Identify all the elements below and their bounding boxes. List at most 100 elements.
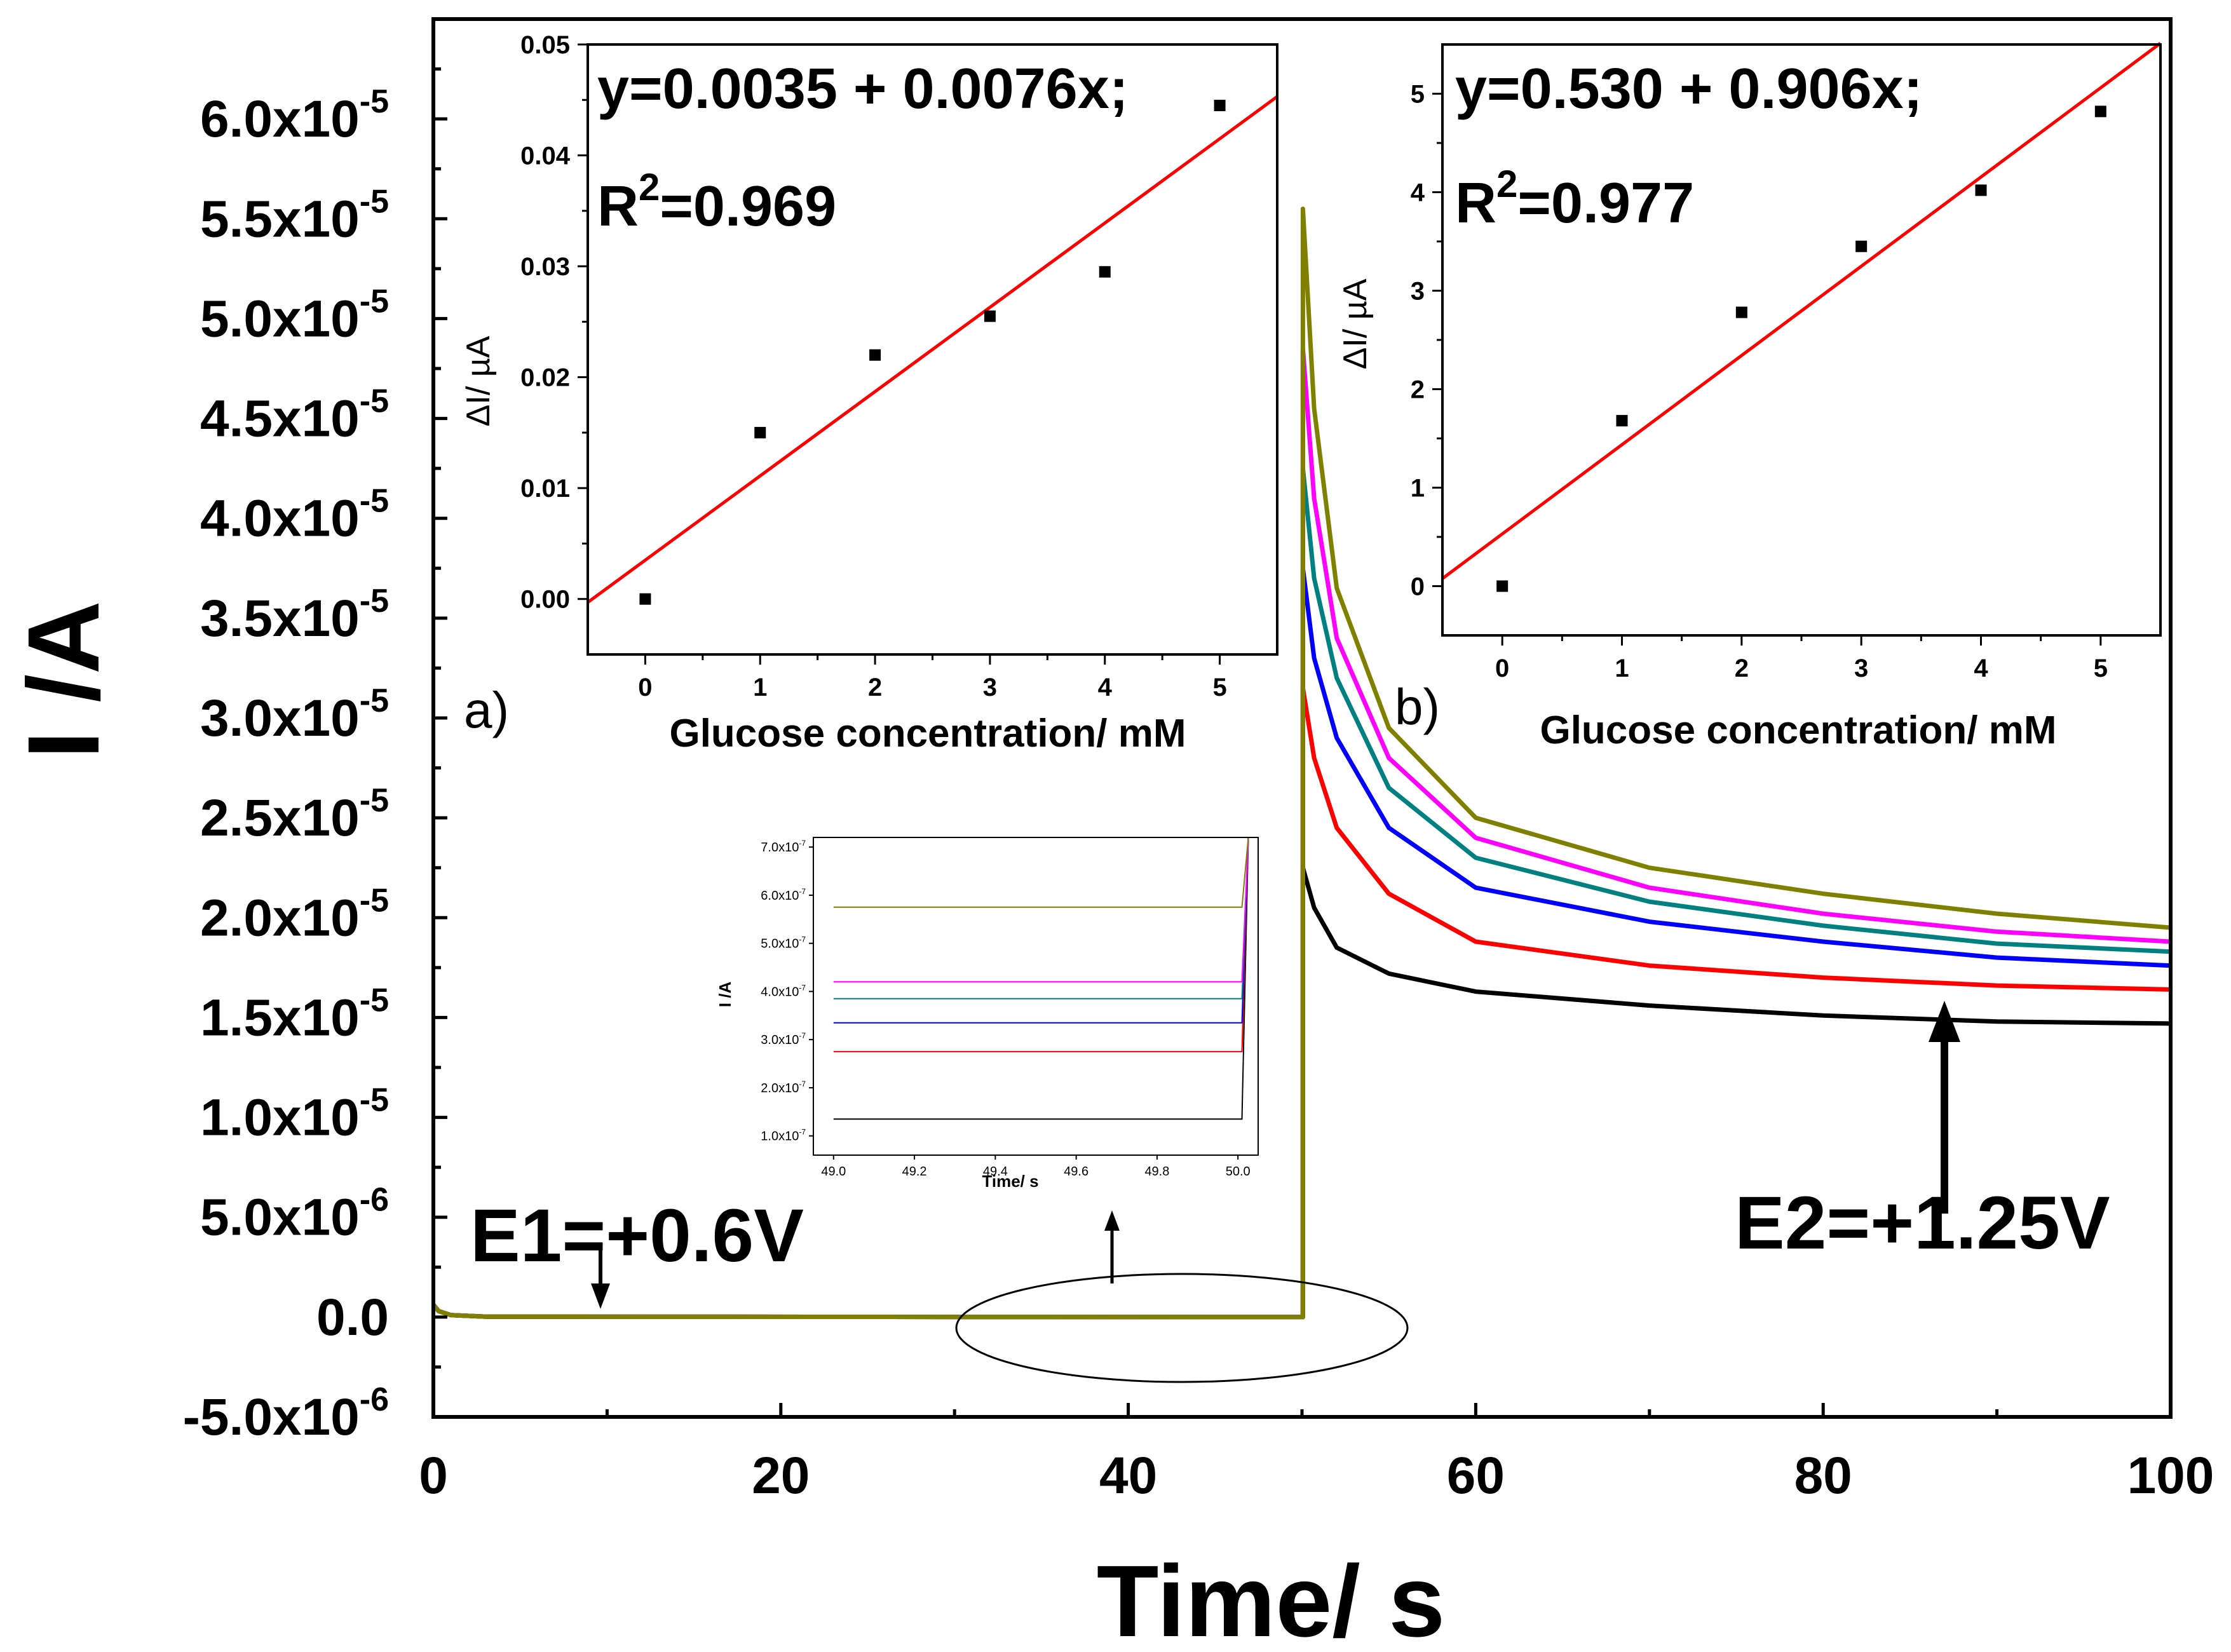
inset-b-point (1855, 240, 1868, 252)
inset-a-y-axis: 0.00 0.01 0.02 0.03 0.04 0.05 (520, 31, 588, 614)
inset-zoom-x-tick-label: 49.4 (983, 1165, 1008, 1179)
inset-a-y-tick-label: 0.05 (520, 31, 570, 59)
inset-a-x-tick-label: 5 (1212, 674, 1226, 701)
inset-zoom-y-tick-label-exponent: -7 (799, 1031, 806, 1040)
main-y-tick-label-mantissa: 5.5x10 (200, 190, 360, 248)
main-y-tick-label-exponent: -5 (360, 83, 389, 120)
inset-a-panel-label: a) (464, 682, 509, 738)
inset-a-point (639, 593, 651, 605)
main-x-tick-label: 0 (419, 1447, 448, 1505)
main-y-tick-label-mantissa: 6.0x10 (200, 90, 360, 148)
inset-zoom-background (813, 837, 1258, 1155)
inset-b-point (1735, 306, 1747, 318)
inset-a-point (1099, 266, 1111, 278)
main-y-tick-label-mantissa: 3.5x10 (200, 590, 360, 647)
inset-zoom-series-line (833, 837, 1249, 1120)
main-y-tick-label-exponent: -5 (360, 283, 389, 320)
inset-zoom-y-axis-label: I /A (715, 982, 735, 1008)
inset-a-y-tick-label: 0.02 (520, 364, 570, 392)
main-y-tick-label-exponent: -5 (360, 1082, 389, 1119)
inset-zoom-series (833, 837, 1249, 1120)
inset-a-y-axis-label: ΔI/ µA (460, 335, 497, 426)
inset-b-y-axis-label: ΔI/ µA (1337, 278, 1374, 369)
inset-zoom-y-tick-label-exponent: -7 (799, 1128, 806, 1137)
inset-b-x-tick-label: 1 (1615, 654, 1629, 682)
inset-a-y-tick-label: 0.00 (520, 586, 570, 614)
main-x-tick-label: 60 (1447, 1447, 1505, 1505)
main-y-tick-label: 1.5x10-5 (200, 982, 389, 1046)
main-y-tick-label: 0.0 (316, 1289, 389, 1346)
inset-b-fit-line (1441, 41, 2162, 580)
main-y-tick-label: 4.5x10-5 (200, 383, 389, 448)
inset-zoom-x-tick-label: 49.8 (1144, 1165, 1169, 1179)
inset-b-r2-sup: 2 (1496, 163, 1517, 205)
inset-zoom-x-axis: 49.0 49.2 49.4 49.6 49.8 50.0 (821, 1155, 1251, 1179)
main-y-tick-label: 2.0x10-5 (200, 882, 389, 947)
highlight-ellipse (955, 1273, 1409, 1383)
main-y-tick-label: 4.0x10-5 (200, 483, 389, 548)
main-y-tick-label-exponent: -5 (360, 682, 389, 719)
inset-b-equation: y=0.530 + 0.906x; (1455, 57, 1923, 121)
e1-annotation: E1=+0.6V (470, 1194, 804, 1278)
inset-a-x-tick-label: 4 (1098, 674, 1113, 701)
inset-a-y-tick-label: 0.03 (520, 253, 570, 281)
inset-zoom-y-tick-label-mantissa: 5.0x10 (761, 937, 799, 951)
inset-a-r2: R2=0.969 (597, 166, 836, 238)
inset-zoom-x-axis-label: Time/ s (982, 1172, 1038, 1191)
main-chart: 0 20 40 60 80 100 -5.0x10-60.05.0x10-61.0x10-… (6, 17, 2214, 1652)
inset-zoom-y-tick-label: 5.0x10-7 (761, 935, 806, 951)
main-x-tick-label: 100 (2127, 1447, 2214, 1505)
inset-b-r2-value: =0.977 (1517, 172, 1694, 235)
main-x-tick-label: 20 (752, 1447, 810, 1505)
e2-annotation: E2=+1.25V (1735, 1181, 2110, 1265)
main-y-tick-label-mantissa: 1.0x10 (200, 1089, 360, 1147)
inset-a-x-tick-label: 0 (638, 674, 652, 701)
inset-b-y-tick-label: 3 (1411, 278, 1425, 306)
main-y-tick-label: -5.0x10-6 (183, 1381, 389, 1446)
inset-a-y-tick-label: 0.01 (520, 475, 570, 503)
main-y-tick-label: 2.5x10-5 (200, 782, 389, 847)
inset-zoom-x-tick-label: 49.0 (821, 1165, 846, 1179)
main-x-axis: 0 20 40 60 80 100 (419, 1403, 2214, 1505)
main-y-tick-label-mantissa: 0.0 (316, 1289, 389, 1346)
main-x-tick-label: 40 (1099, 1447, 1157, 1505)
e1-arrow (591, 1245, 610, 1309)
main-x-axis-label: Time/ s (1097, 1544, 1445, 1652)
inset-zoom-series-line (833, 837, 1249, 983)
main-y-tick-label-exponent: -5 (360, 982, 389, 1019)
inset-b-r2-prefix: R (1455, 172, 1496, 235)
inset-a-r2-value: =0.969 (660, 175, 836, 238)
inset-zoom-series-line (833, 837, 1249, 908)
inset-a-x-axis: 0 1 2 3 4 5 (638, 654, 1227, 701)
inset-a-fit-line (587, 95, 1278, 604)
inset-b-y-axis: 0 1 2 3 4 5 (1411, 81, 1442, 601)
main-y-tick-label: 5.0x10-5 (200, 283, 389, 348)
main-y-tick-label: 3.0x10-5 (200, 682, 389, 747)
inset-zoom-y-tick-label: 4.0x10-7 (761, 983, 806, 999)
main-y-tick-label: 5.5x10-5 (200, 183, 389, 248)
inset-a-point (754, 426, 766, 438)
inset-zoom-x-tick-label: 50.0 (1226, 1165, 1251, 1179)
inset-zoom-y-tick-label: 7.0x10-7 (761, 839, 806, 855)
inset-b-points (1496, 105, 2106, 592)
inset-zoom-y-tick-label-exponent: -7 (799, 983, 806, 992)
inset-a-x-tick-label: 3 (983, 674, 997, 701)
inset-a-x-tick-label: 1 (753, 674, 767, 701)
inset-b-x-tick-label: 4 (1974, 654, 1988, 682)
zoom-arrow (1104, 1210, 1120, 1283)
inset-b-point (1975, 184, 1987, 196)
main-y-tick-label-exponent: -6 (360, 1381, 389, 1418)
inset-b-y-tick-label: 5 (1411, 81, 1425, 109)
main-y-tick-label: 1.0x10-5 (200, 1082, 389, 1147)
inset-b-background (1442, 44, 2160, 635)
inset-b-panel-label: b) (1395, 679, 1440, 735)
inset-b-point (1616, 415, 1628, 427)
inset-b-x-tick-label: 3 (1854, 654, 1868, 682)
inset-zoom-y-tick-label: 1.0x10-7 (761, 1128, 806, 1144)
e2-arrow (1929, 1001, 1960, 1214)
inset-b-x-tick-label: 2 (1735, 654, 1749, 682)
inset-b-y-tick-label: 0 (1411, 573, 1425, 601)
main-y-tick-label-exponent: -5 (360, 183, 389, 220)
